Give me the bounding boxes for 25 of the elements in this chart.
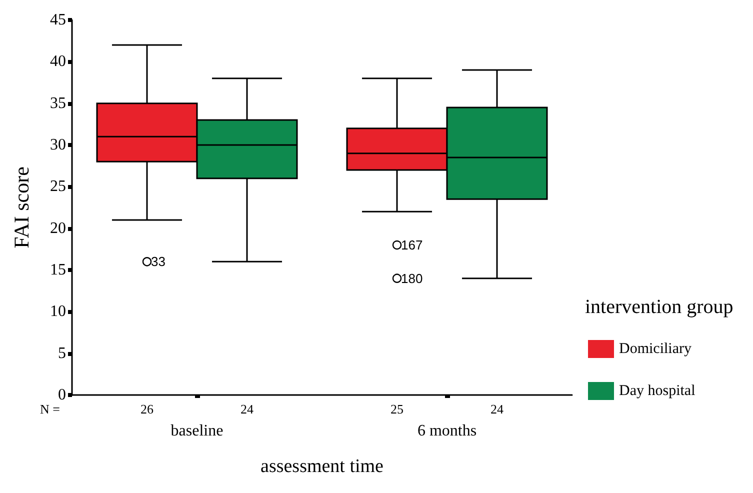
- y-tick-label: 25: [50, 178, 66, 196]
- y-tick-label: 5: [58, 344, 66, 362]
- x-axis-title: assessment time: [260, 456, 384, 477]
- y-tick-label: 35: [50, 94, 66, 112]
- x-tick-label: 6 months: [417, 422, 477, 440]
- text: N =: [40, 402, 60, 416]
- y-tick-label: 15: [50, 262, 66, 278]
- legend-title: intervention group: [585, 296, 734, 318]
- y-tick-label: 30: [50, 136, 66, 154]
- y-tick-label: 45: [50, 12, 66, 28]
- text: 24: [490, 402, 504, 416]
- text: 26: [140, 402, 154, 416]
- text: 24: [240, 402, 254, 416]
- annotation: 180: [401, 270, 423, 286]
- legend-label: Day hospital: [619, 383, 696, 399]
- annotation: 33: [151, 254, 166, 270]
- y-tick-label: 0: [58, 386, 66, 404]
- y-tick-label: 20: [50, 220, 66, 237]
- annotation: 167: [401, 238, 423, 252]
- y-tick-label: 10: [50, 303, 66, 320]
- y-axis-title: FAI score: [10, 166, 34, 248]
- text: 25: [390, 402, 404, 416]
- x-tick-label: baseline: [170, 422, 224, 440]
- y-tick-label: 40: [50, 53, 66, 70]
- legend-label: Domiciliary: [619, 341, 692, 357]
